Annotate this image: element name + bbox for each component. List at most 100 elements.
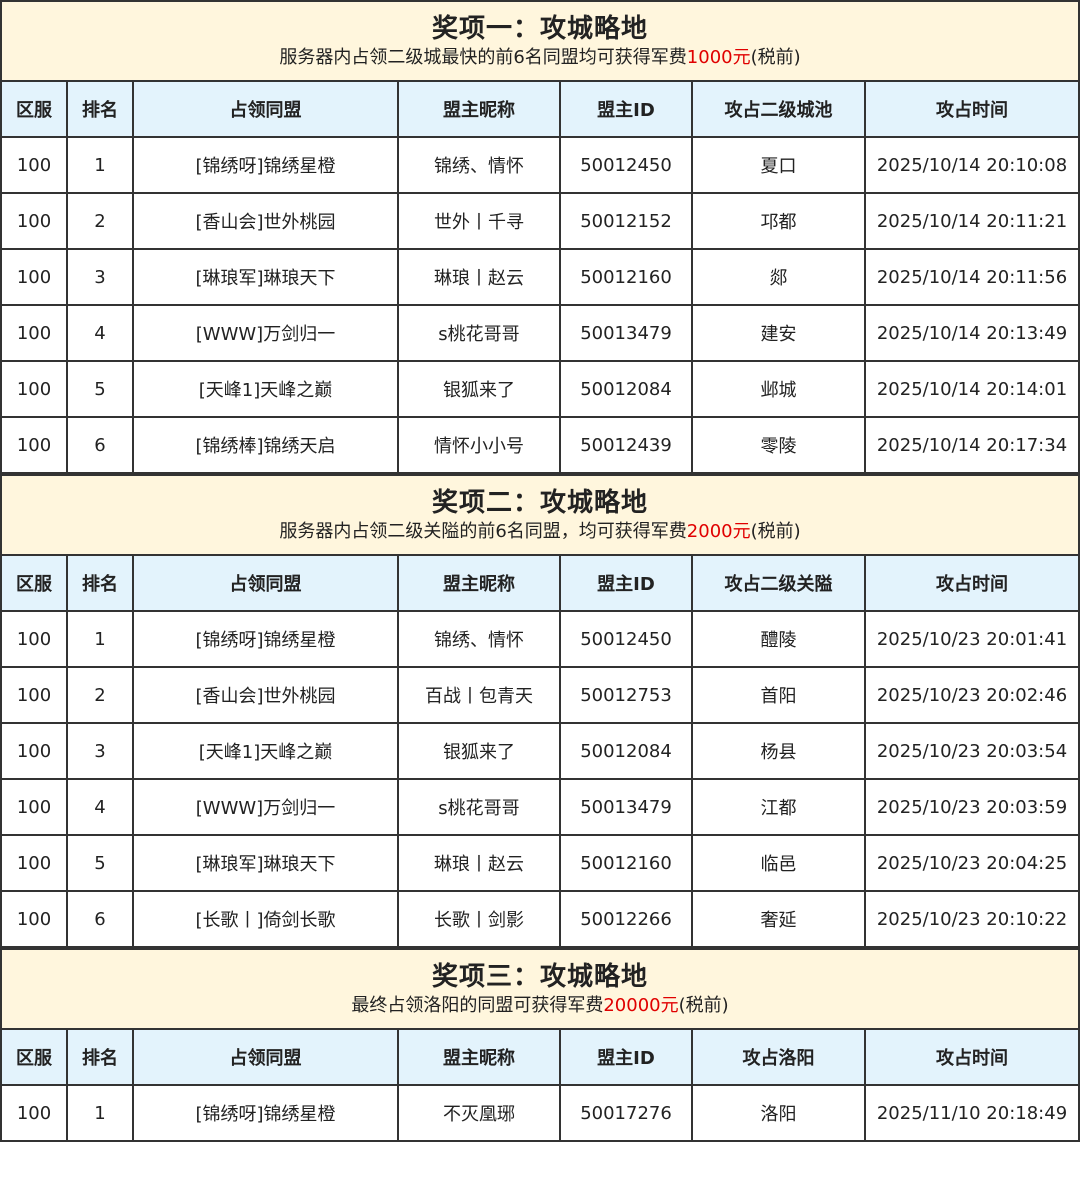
cell-server: 100	[2, 304, 68, 362]
section-banner: 奖项二：攻城略地 服务器内占领二级关隘的前6名同盟，均可获得军费2000元(税前)	[2, 474, 1078, 554]
cell-leader-id: 50013479	[559, 304, 693, 362]
column-header-leader-nickname: 盟主昵称	[397, 1028, 561, 1086]
table-row: 100 2 [香山会]世外桃园 世外丨千寻 50012152 邛都 2025/10/14 2…	[2, 192, 1078, 250]
cell-rank: 6	[66, 416, 134, 474]
column-header-alliance: 占领同盟	[132, 554, 399, 612]
award-table: 区服 排名 占领同盟 盟主昵称 盟主ID 攻占洛阳 攻占时间 100 1 [锦绣呀]锦绣星橙 不灭凰…	[2, 1028, 1078, 1142]
cell-rank: 1	[66, 136, 134, 194]
cell-rank: 4	[66, 778, 134, 836]
column-header-leader-id: 盟主ID	[559, 554, 693, 612]
cell-leader-id: 50012753	[559, 666, 693, 724]
column-header-leader-nickname: 盟主昵称	[397, 80, 561, 138]
column-header-rank: 排名	[66, 80, 134, 138]
cell-capture-time: 2025/10/23 20:01:41	[864, 610, 1078, 668]
cell-leader-id: 50012450	[559, 610, 693, 668]
cell-leader-nickname: 不灭凰琊	[397, 1084, 561, 1142]
cell-captured-place: 临邑	[691, 834, 866, 892]
cell-server: 100	[2, 834, 68, 892]
cell-leader-id: 50017276	[559, 1084, 693, 1142]
cell-leader-id: 50012450	[559, 136, 693, 194]
cell-leader-nickname: s桃花哥哥	[397, 778, 561, 836]
cell-leader-nickname: 银狐来了	[397, 722, 561, 780]
cell-leader-nickname: 琳琅丨赵云	[397, 834, 561, 892]
award-section: 奖项一：攻城略地 服务器内占领二级城最快的前6名同盟均可获得军费1000元(税前)…	[2, 0, 1078, 474]
cell-alliance: [琳琅军]琳琅天下	[132, 248, 399, 306]
cell-leader-id: 50012160	[559, 834, 693, 892]
column-header-alliance: 占领同盟	[132, 80, 399, 138]
table-row: 100 5 [琳琅军]琳琅天下 琳琅丨赵云 50012160 临邑 2025/10/23 2…	[2, 834, 1078, 892]
cell-leader-nickname: 世外丨千寻	[397, 192, 561, 250]
award-table: 区服 排名 占领同盟 盟主昵称 盟主ID 攻占二级关隘 攻占时间 100 1 [锦绣呀]锦绣星橙锦…	[2, 554, 1078, 948]
cell-captured-place: 邺城	[691, 360, 866, 418]
cell-captured-place: 奢延	[691, 890, 866, 948]
cell-rank: 1	[66, 610, 134, 668]
cell-rank: 3	[66, 248, 134, 306]
cell-captured-place: 首阳	[691, 666, 866, 724]
cell-alliance: [锦绣棒]锦绣天启	[132, 416, 399, 474]
cell-leader-id: 50013479	[559, 778, 693, 836]
cell-captured-place: 洛阳	[691, 1084, 866, 1142]
table-row: 100 4 [WWW]万剑归一 s桃花哥哥 50013479 江都 2025/10/23 2…	[2, 778, 1078, 836]
column-header-server: 区服	[2, 80, 68, 138]
cell-leader-nickname: 银狐来了	[397, 360, 561, 418]
subtitle-text: 服务器内占领二级关隘的前6名同盟，均可获得军费	[279, 521, 687, 542]
cell-capture-time: 2025/10/14 20:13:49	[864, 304, 1078, 362]
cell-rank: 6	[66, 890, 134, 948]
cell-leader-nickname: 琳琅丨赵云	[397, 248, 561, 306]
award-table: 区服 排名 占领同盟 盟主昵称 盟主ID 攻占二级城池 攻占时间 100 1 [锦绣呀]锦绣星橙锦…	[2, 80, 1078, 474]
cell-captured-place: 醴陵	[691, 610, 866, 668]
award-section: 奖项三：攻城略地 最终占领洛阳的同盟可获得军费20000元(税前) 区服 排名 占领同盟…	[2, 948, 1078, 1142]
cell-captured-place: 邛都	[691, 192, 866, 250]
cell-capture-time: 2025/10/14 20:11:56	[864, 248, 1078, 306]
column-header-server: 区服	[2, 554, 68, 612]
cell-captured-place: 零陵	[691, 416, 866, 474]
cell-server: 100	[2, 722, 68, 780]
cell-server: 100	[2, 248, 68, 306]
cell-capture-time: 2025/10/23 20:03:59	[864, 778, 1078, 836]
cell-alliance: [天峰1]天峰之巅	[132, 360, 399, 418]
award-tables: 奖项一：攻城略地 服务器内占领二级城最快的前6名同盟均可获得军费1000元(税前)…	[0, 0, 1080, 1142]
cell-leader-nickname: 长歌丨剑影	[397, 890, 561, 948]
cell-leader-id: 50012084	[559, 360, 693, 418]
cell-rank: 5	[66, 360, 134, 418]
subtitle-note: (税前)	[750, 47, 801, 68]
table-row: 100 6 [锦绣棒]锦绣天启 情怀小小号 50012439 零陵 2025/10/14 2…	[2, 416, 1078, 474]
section-title: 奖项二：攻城略地	[431, 488, 648, 518]
section-title: 奖项一：攻城略地	[431, 14, 648, 44]
column-header-capture-time: 攻占时间	[864, 80, 1078, 138]
section-title: 奖项三：攻城略地	[431, 962, 648, 992]
cell-server: 100	[2, 778, 68, 836]
section-subtitle: 服务器内占领二级城最快的前6名同盟均可获得军费1000元(税前)	[2, 46, 1078, 70]
column-header-server: 区服	[2, 1028, 68, 1086]
reward-amount: 20000元	[603, 995, 679, 1016]
cell-capture-time: 2025/10/23 20:02:46	[864, 666, 1078, 724]
cell-server: 100	[2, 360, 68, 418]
cell-alliance: [香山会]世外桃园	[132, 192, 399, 250]
cell-server: 100	[2, 666, 68, 724]
header-row: 区服 排名 占领同盟 盟主昵称 盟主ID 攻占二级关隘 攻占时间	[2, 554, 1078, 612]
cell-rank: 2	[66, 666, 134, 724]
table-row: 100 3 [琳琅军]琳琅天下 琳琅丨赵云 50012160 郯 2025/10/14 20…	[2, 248, 1078, 306]
table-row: 100 4 [WWW]万剑归一 s桃花哥哥 50013479 建安 2025/10/14 2…	[2, 304, 1078, 362]
cell-capture-time: 2025/10/23 20:04:25	[864, 834, 1078, 892]
cell-alliance: [WWW]万剑归一	[132, 778, 399, 836]
cell-captured-place: 夏口	[691, 136, 866, 194]
cell-captured-place: 杨县	[691, 722, 866, 780]
subtitle-text: 服务器内占领二级城最快的前6名同盟均可获得军费	[279, 47, 687, 68]
cell-server: 100	[2, 136, 68, 194]
cell-capture-time: 2025/10/14 20:17:34	[864, 416, 1078, 474]
section-banner: 奖项一：攻城略地 服务器内占领二级城最快的前6名同盟均可获得军费1000元(税前)	[2, 0, 1078, 80]
column-header-captured-place: 攻占洛阳	[691, 1028, 866, 1086]
cell-alliance: [锦绣呀]锦绣星橙	[132, 610, 399, 668]
column-header-leader-id: 盟主ID	[559, 80, 693, 138]
cell-captured-place: 郯	[691, 248, 866, 306]
column-header-captured-place: 攻占二级城池	[691, 80, 866, 138]
table-row: 100 2 [香山会]世外桃园 百战丨包青天 50012753 首阳 2025/10/23 …	[2, 666, 1078, 724]
subtitle-note: (税前)	[750, 521, 801, 542]
cell-capture-time: 2025/10/14 20:10:08	[864, 136, 1078, 194]
section-subtitle: 服务器内占领二级关隘的前6名同盟，均可获得军费2000元(税前)	[2, 520, 1078, 544]
cell-leader-id: 50012160	[559, 248, 693, 306]
cell-leader-nickname: s桃花哥哥	[397, 304, 561, 362]
cell-server: 100	[2, 610, 68, 668]
cell-capture-time: 2025/11/10 20:18:49	[864, 1084, 1078, 1142]
